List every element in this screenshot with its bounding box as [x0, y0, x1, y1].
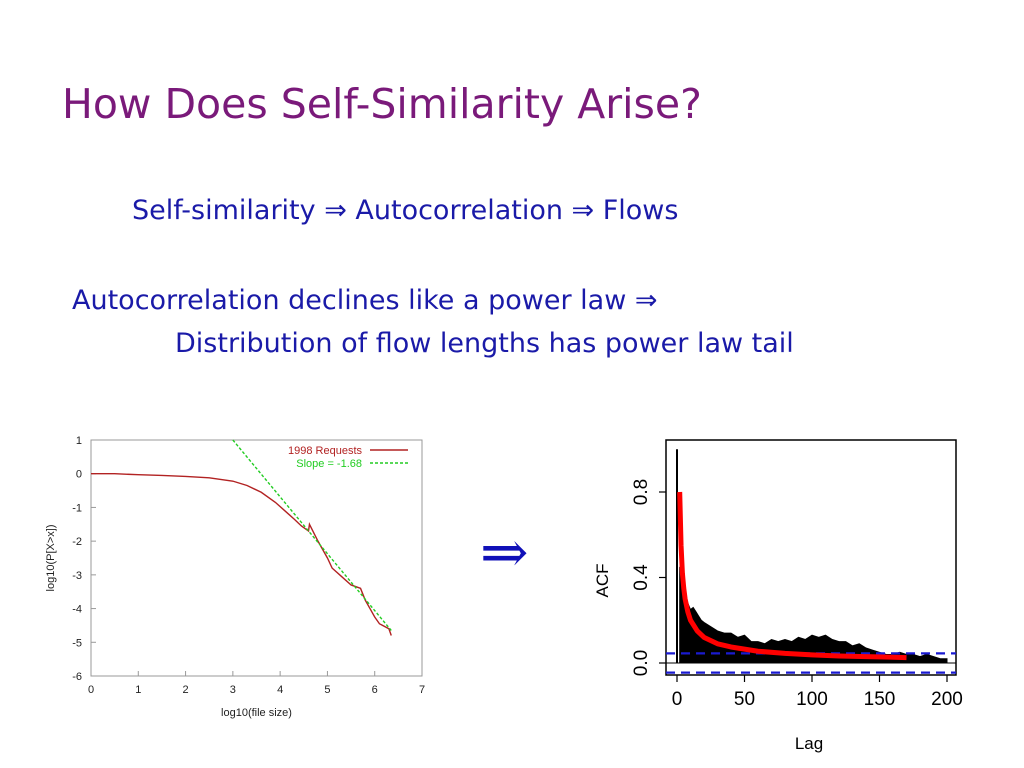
y-tick-label: -2 [72, 536, 82, 548]
power-law-statement: Autocorrelation declines like a power la… [72, 285, 658, 316]
x-tick-label: 0 [672, 689, 683, 710]
y-tick-label: -4 [72, 604, 82, 616]
y-tick-label: -5 [72, 637, 82, 649]
y-axis-label: log10(P[X>x]) [45, 525, 57, 592]
implies-arrow: ⇒ [480, 518, 529, 586]
y-tick-label: -6 [72, 671, 82, 683]
power-law-fit-curve [677, 491, 907, 661]
x-tick-label: 4 [277, 684, 283, 696]
x-tick-label: 50 [734, 689, 755, 710]
x-axis-label: Lag [795, 734, 823, 753]
y-tick-label: 0.4 [631, 564, 652, 591]
x-tick-label: 150 [864, 689, 896, 710]
slide-title: How Does Self-Similarity Arise? [62, 80, 702, 128]
x-tick-label: 1 [135, 684, 141, 696]
y-tick-label: -1 [72, 502, 82, 514]
x-tick-label: 3 [230, 684, 236, 696]
plot-frame [90, 439, 423, 677]
x-tick-label: 5 [324, 684, 330, 696]
x-axis-label: log10(file size) [221, 707, 292, 719]
series-slope-line [232, 439, 392, 631]
file-size-ccdf-chart: 0 1 2 3 4 5 6 7 1 0 -1 -2 -3 -4 -5 -6 log10(file size) lo… [45, 435, 425, 719]
y-tick-label: -3 [72, 570, 82, 582]
y-axis-label: ACF [593, 564, 612, 598]
y-tick-label: 1 [76, 435, 82, 447]
acf-chart: 0 50 100 150 200 0.0 0.4 0.8 Lag ACF [593, 439, 963, 753]
legend-label: Slope = -1.68 [296, 458, 362, 470]
x-tick-label: 2 [183, 684, 189, 696]
legend-label: 1998 Requests [288, 445, 362, 457]
y-tick-label: 0.8 [631, 479, 652, 505]
acf-bars [679, 566, 948, 664]
power-law-conclusion: Distribution of flow lengths has power l… [175, 328, 794, 359]
x-tick-label: 200 [931, 689, 963, 710]
series-requests-line [91, 473, 392, 636]
plot-frame [665, 439, 957, 676]
x-tick-label: 6 [372, 684, 378, 696]
causal-chain-text: Self-similarity ⇒ Autocorrelation ⇒ Flow… [132, 195, 679, 226]
x-tick-label: 100 [796, 689, 828, 710]
y-tick-label: 0 [76, 469, 82, 481]
y-tick-label: 0.0 [631, 650, 652, 676]
x-tick-label: 7 [419, 684, 425, 696]
x-tick-label: 0 [88, 684, 94, 696]
